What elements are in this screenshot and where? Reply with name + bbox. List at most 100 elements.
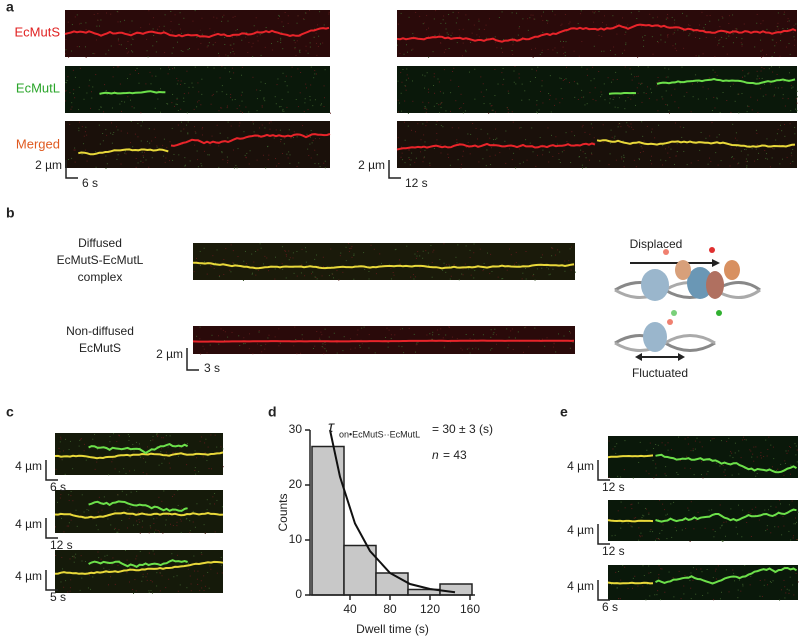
noise	[312, 105, 314, 107]
noise	[692, 579, 694, 581]
noise	[276, 84, 278, 86]
noise	[197, 101, 199, 103]
noise	[526, 159, 528, 161]
noise	[180, 50, 182, 52]
noise	[753, 160, 755, 162]
noise	[491, 147, 493, 149]
noise	[556, 52, 558, 54]
noise	[645, 470, 647, 472]
noise	[188, 86, 190, 88]
noise	[172, 452, 174, 454]
noise	[111, 461, 113, 463]
noise	[204, 442, 206, 444]
noise	[782, 28, 784, 30]
noise	[486, 149, 488, 151]
noise	[714, 107, 716, 109]
noise	[566, 66, 568, 68]
noise	[399, 328, 401, 330]
noise	[126, 559, 128, 561]
noise	[153, 531, 155, 533]
noise	[771, 39, 773, 41]
noise	[311, 142, 313, 144]
noise	[676, 143, 678, 145]
x-tick-label: 160	[460, 602, 480, 616]
noise	[716, 136, 718, 138]
noise	[630, 143, 632, 145]
noise	[68, 525, 70, 527]
noise	[751, 109, 753, 111]
noise	[747, 73, 749, 75]
noise	[244, 250, 246, 252]
noise	[209, 265, 211, 267]
noise	[400, 110, 402, 112]
noise	[460, 107, 462, 109]
noise	[175, 451, 177, 453]
annotation: Fluctuated	[632, 366, 688, 380]
noise	[672, 45, 674, 47]
noise	[163, 25, 165, 27]
noise	[440, 42, 442, 44]
noise	[363, 252, 365, 254]
noise	[69, 590, 71, 592]
noise	[256, 110, 258, 112]
noise	[245, 156, 247, 158]
noise	[695, 37, 697, 39]
noise	[192, 86, 194, 88]
noise	[625, 42, 627, 44]
noise	[755, 129, 757, 131]
noise	[139, 447, 141, 449]
noise	[656, 99, 658, 101]
noise	[655, 474, 657, 476]
noise	[722, 540, 724, 542]
noise	[164, 14, 166, 16]
noise	[541, 52, 543, 54]
noise	[643, 575, 645, 577]
noise	[230, 271, 232, 273]
noise	[400, 156, 402, 158]
noise	[446, 32, 448, 34]
noise	[169, 160, 171, 162]
noise	[641, 83, 643, 85]
noise	[106, 554, 108, 556]
noise	[195, 257, 197, 259]
kymograph	[55, 490, 223, 533]
noise	[795, 454, 797, 456]
noise	[72, 500, 74, 502]
trace	[656, 77, 796, 85]
noise	[368, 278, 370, 280]
noise	[280, 139, 282, 141]
noise	[584, 153, 586, 155]
noise	[324, 69, 326, 71]
noise	[553, 346, 555, 348]
noise	[518, 27, 520, 29]
noise	[582, 151, 584, 153]
noise	[426, 15, 428, 17]
noise	[699, 149, 701, 151]
noise	[513, 263, 515, 265]
noise	[187, 443, 189, 445]
noise	[674, 88, 676, 90]
noise	[675, 122, 677, 124]
noise	[181, 508, 183, 510]
noise	[510, 254, 512, 256]
noise	[495, 343, 497, 345]
noise	[648, 572, 650, 574]
noise	[718, 39, 720, 41]
noise	[241, 100, 243, 102]
noise	[525, 278, 527, 280]
noise	[490, 349, 492, 351]
noise	[722, 46, 724, 48]
noise	[756, 78, 758, 80]
noise	[121, 100, 123, 102]
noise	[137, 136, 139, 138]
noise	[297, 68, 299, 70]
noise	[114, 527, 116, 529]
noise	[129, 73, 131, 75]
noise	[480, 76, 482, 78]
noise	[691, 83, 693, 85]
noise	[491, 348, 493, 350]
noise	[368, 271, 370, 273]
noise	[186, 464, 188, 466]
noise	[670, 94, 672, 96]
noise	[183, 97, 185, 99]
